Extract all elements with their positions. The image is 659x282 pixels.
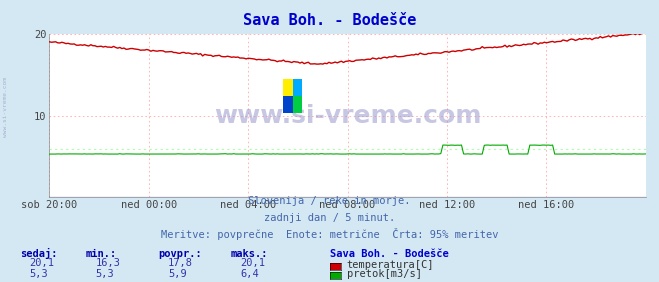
Bar xyxy=(283,79,293,96)
Text: 5,3: 5,3 xyxy=(96,269,114,279)
Text: Sava Boh. - Bodešče: Sava Boh. - Bodešče xyxy=(243,13,416,28)
Text: 5,3: 5,3 xyxy=(30,269,48,279)
Bar xyxy=(293,96,302,113)
Text: www.si-vreme.com: www.si-vreme.com xyxy=(3,77,8,137)
Text: pretok[m3/s]: pretok[m3/s] xyxy=(347,269,422,279)
Text: 20,1: 20,1 xyxy=(241,259,266,268)
Text: 17,8: 17,8 xyxy=(168,259,193,268)
Text: Sava Boh. - Bodešče: Sava Boh. - Bodešče xyxy=(330,249,448,259)
Text: 5,9: 5,9 xyxy=(168,269,186,279)
Text: maks.:: maks.: xyxy=(231,249,268,259)
Text: 20,1: 20,1 xyxy=(30,259,55,268)
Text: temperatura[C]: temperatura[C] xyxy=(347,260,434,270)
Text: min.:: min.: xyxy=(86,249,117,259)
Text: Slovenija / reke in morje.: Slovenija / reke in morje. xyxy=(248,197,411,206)
Bar xyxy=(293,79,302,96)
Text: povpr.:: povpr.: xyxy=(158,249,202,259)
Text: 16,3: 16,3 xyxy=(96,259,121,268)
Bar xyxy=(283,96,293,113)
Text: zadnji dan / 5 minut.: zadnji dan / 5 minut. xyxy=(264,213,395,223)
Text: www.si-vreme.com: www.si-vreme.com xyxy=(214,103,481,128)
Text: 6,4: 6,4 xyxy=(241,269,259,279)
Text: sedaj:: sedaj: xyxy=(20,248,57,259)
Text: Meritve: povprečne  Enote: metrične  Črta: 95% meritev: Meritve: povprečne Enote: metrične Črta:… xyxy=(161,228,498,240)
